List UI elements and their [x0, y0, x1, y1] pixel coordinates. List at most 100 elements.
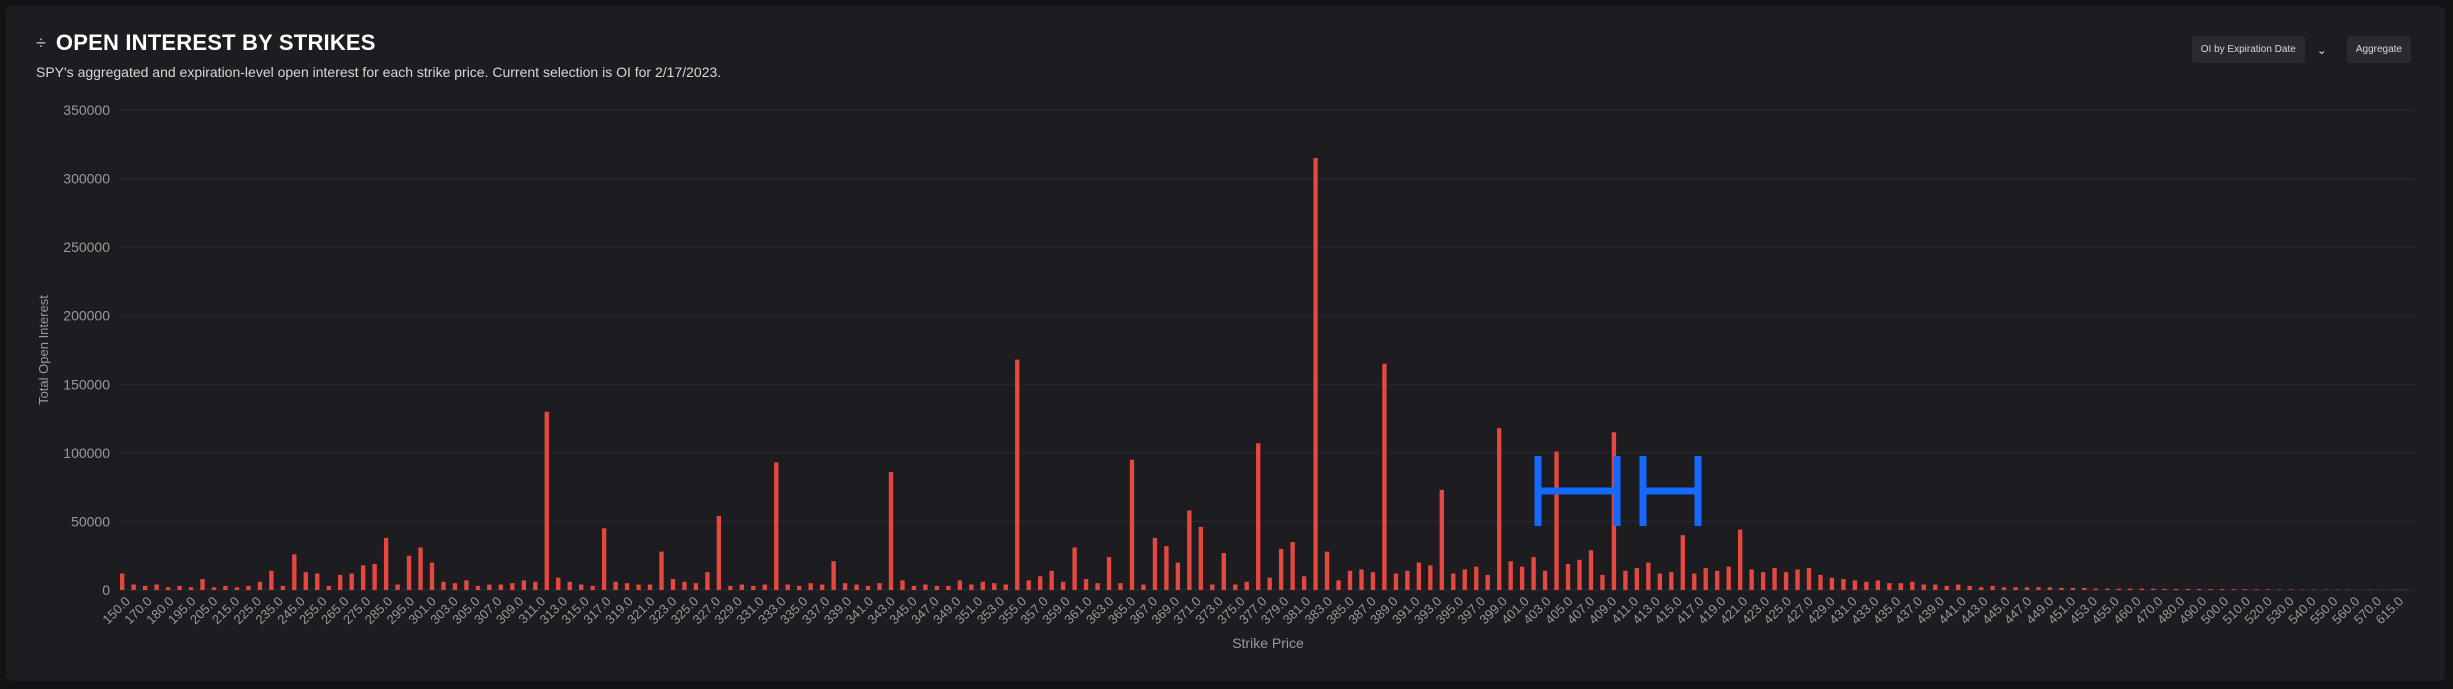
- put-bar: [785, 584, 790, 590]
- put-bar: [2277, 589, 2282, 590]
- put-bar: [1405, 570, 1410, 590]
- put-bar: [211, 587, 217, 590]
- put-bar: [475, 585, 481, 590]
- put-bar: [1990, 585, 1995, 590]
- y-tick-label: 0: [102, 582, 110, 598]
- put-bar: [1956, 584, 1961, 590]
- put-bar: [1783, 572, 1789, 590]
- put-bar: [1221, 552, 1226, 590]
- put-bar: [1290, 542, 1295, 590]
- put-bar: [2116, 588, 2122, 590]
- put-bar: [705, 572, 710, 590]
- put-bar: [1772, 568, 1777, 590]
- put-bar: [188, 587, 194, 590]
- put-bar: [900, 580, 905, 590]
- put-bar: [1634, 568, 1640, 590]
- put-bar: [406, 555, 412, 590]
- put-bar: [2024, 587, 2030, 590]
- aggregate-button[interactable]: Aggregate: [2346, 36, 2411, 63]
- put-bar: [567, 581, 572, 590]
- put-bar: [2174, 588, 2179, 590]
- put-bar: [1026, 580, 1031, 590]
- x-axis-ticks: 150.0170.0180.0195.0205.0215.0225.0235.0…: [99, 594, 2406, 628]
- slider-icon: ÷: [36, 33, 46, 53]
- put-bar: [2196, 588, 2202, 590]
- put-bar: [1737, 529, 1743, 590]
- put-bar: [1485, 574, 1490, 590]
- put-bar: [728, 585, 733, 590]
- put-bar: [1301, 576, 1307, 590]
- put-bar: [613, 581, 618, 590]
- bars: [120, 158, 2408, 590]
- put-bar: [1542, 570, 1548, 590]
- put-bar: [1852, 580, 1858, 590]
- put-bar: [1060, 581, 1066, 590]
- put-bar: [659, 551, 664, 590]
- put-bar: [521, 580, 526, 590]
- put-bar: [1508, 561, 1513, 590]
- put-bar: [842, 583, 848, 590]
- put-bar: [1313, 158, 1318, 590]
- put-bar: [923, 584, 928, 590]
- put-bar: [1141, 584, 1146, 590]
- put-bar: [2185, 588, 2190, 590]
- put-bar: [1898, 583, 1903, 590]
- put-bar: [877, 583, 882, 590]
- oi-by-expiration-select[interactable]: OI by Expiration Date: [2191, 36, 2305, 63]
- put-bar: [1875, 580, 1881, 590]
- put-bar: [1921, 584, 1926, 590]
- put-bar: [131, 584, 136, 590]
- put-bar: [774, 462, 779, 590]
- put-bar: [1129, 459, 1135, 590]
- put-bar: [1038, 576, 1043, 590]
- put-bar: [854, 584, 859, 590]
- put-bar: [2128, 588, 2133, 590]
- put-bar: [2001, 587, 2007, 590]
- put-bar: [682, 581, 687, 590]
- put-bar: [1049, 570, 1054, 590]
- put-bar: [1497, 428, 1502, 590]
- put-bar: [1451, 573, 1456, 590]
- put-bar: [957, 580, 963, 590]
- put-bar: [1244, 581, 1249, 590]
- put-bar: [1416, 562, 1422, 590]
- put-bar: [200, 579, 205, 590]
- put-bar: [739, 584, 745, 590]
- annotation-marker: [1534, 456, 1702, 526]
- put-bar: [1198, 526, 1204, 590]
- y-axis-label: Total Open Interest: [36, 295, 51, 405]
- put-bar: [2219, 589, 2225, 590]
- put-bar: [1669, 572, 1674, 590]
- put-bar: [1015, 359, 1020, 590]
- put-bar: [601, 528, 607, 590]
- put-bar: [441, 581, 446, 590]
- y-tick-label: 200000: [63, 308, 110, 324]
- put-bar: [2093, 588, 2099, 590]
- put-bar: [1588, 550, 1594, 590]
- put-bar: [590, 585, 595, 590]
- put-bar: [1474, 566, 1479, 590]
- put-bar: [510, 583, 515, 590]
- put-bar: [487, 584, 492, 590]
- put-bar: [395, 584, 400, 590]
- put-bar: [1841, 579, 1846, 590]
- put-bar: [165, 587, 171, 590]
- put-bar: [1393, 573, 1399, 590]
- put-bar: [234, 587, 240, 590]
- put-bar: [1715, 570, 1720, 590]
- put-bar: [338, 574, 343, 590]
- put-bar: [2059, 587, 2064, 590]
- put-bar: [349, 573, 354, 590]
- put-bar: [888, 472, 894, 590]
- put-bar: [372, 563, 377, 590]
- put-bar: [269, 570, 274, 590]
- chevron-down-icon[interactable]: ⌄: [2316, 42, 2327, 57]
- put-bar: [1749, 569, 1754, 590]
- put-bar: [969, 584, 974, 590]
- put-bar: [1152, 537, 1158, 590]
- put-bar: [1531, 557, 1536, 590]
- put-bar: [1864, 581, 1869, 590]
- put-bar: [383, 537, 389, 590]
- put-bar: [1806, 568, 1812, 590]
- put-bar: [2105, 588, 2110, 590]
